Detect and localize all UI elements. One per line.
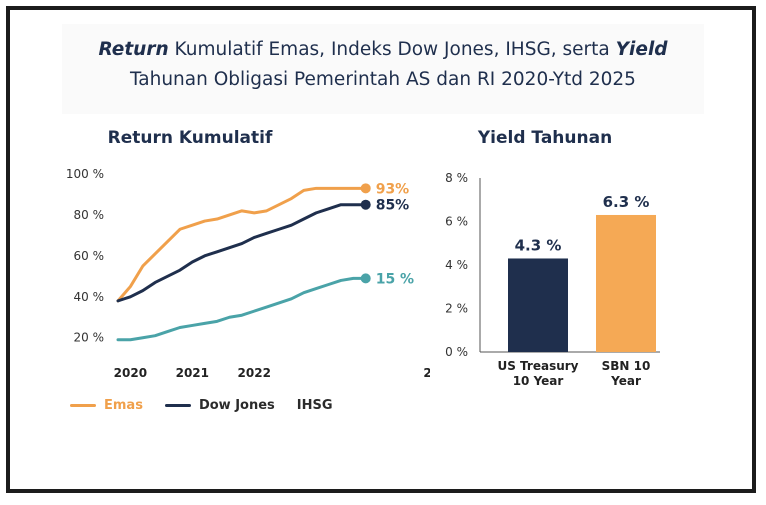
- series-line-dow-jones: [116, 203, 368, 303]
- category-label-line: SBN 10: [602, 359, 651, 373]
- right-chart-title: Yield Tahunan: [477, 128, 613, 148]
- legend: Emas Dow Jones IHSG: [70, 398, 355, 413]
- y-tick-label: 0 %: [445, 345, 468, 359]
- x-tick-label: 2022: [238, 366, 271, 380]
- series-line-emas: [116, 186, 368, 303]
- title-italic-yield: Yield: [615, 39, 668, 60]
- title-line-2: Tahunan Obligasi Pemerintah AS dan RI 20…: [130, 69, 636, 90]
- title-line-1: Return Kumulatif Emas, Indeks Dow Jones,…: [62, 35, 704, 65]
- category-label-line: 10 Year: [513, 374, 564, 388]
- bar-chart: 0 % 2 % 4 % 6 % 8 % 4.3 % US Treasury 10 Year 6.…: [445, 171, 660, 388]
- series-end-point: [360, 273, 371, 284]
- legend-label-emas: Emas: [104, 398, 143, 413]
- bar-value-label: 6.3 %: [603, 193, 650, 211]
- legend-label-ihsg: IHSG: [296, 398, 333, 413]
- series-line-ihsg: [116, 276, 368, 342]
- title-italic-return: Return: [98, 39, 169, 60]
- x-tick-label: 2020: [114, 366, 147, 380]
- y-tick-label: 8 %: [445, 171, 468, 185]
- y-tick-label: 20 %: [74, 331, 105, 345]
- category-label-line: Year: [610, 374, 641, 388]
- bar-us-treasury: [508, 258, 568, 352]
- line-chart: 20 % 40 % 60 % 80 % 100 % 2020 2021 2022 2025 93%…: [66, 167, 430, 380]
- legend-item-ihsg: IHSG: [297, 398, 333, 413]
- series-end-label: 85%: [376, 198, 410, 214]
- chart-title: Return Kumulatif Emas, Indeks Dow Jones,…: [62, 24, 704, 114]
- title-text-a: Kumulatif Emas, Indeks Dow Jones, IHSG, …: [174, 39, 610, 60]
- legend-item-dow: Dow Jones: [164, 398, 275, 413]
- category-label-line: US Treasury: [497, 359, 578, 373]
- y-tick-label: 2 %: [445, 302, 468, 316]
- y-tick-label: 4 %: [445, 258, 468, 272]
- series-end-label: 15 %: [376, 271, 414, 287]
- x-tick-label: 2021: [176, 366, 209, 380]
- series-end-point: [360, 199, 371, 210]
- legend-item-emas: Emas: [70, 398, 143, 413]
- bar-value-label: 4.3 %: [515, 236, 562, 254]
- y-tick-label: 6 %: [445, 215, 468, 229]
- y-tick-label: 100 %: [66, 167, 104, 181]
- y-tick-label: 60 %: [74, 249, 105, 263]
- y-tick-label: 40 %: [74, 290, 105, 304]
- legend-swatch-emas: [70, 404, 96, 407]
- bar-sbn: [596, 214, 656, 352]
- left-chart-title: Return Kumulatif: [107, 128, 273, 148]
- legend-label-dow: Dow Jones: [198, 398, 275, 413]
- category-label: US Treasury 10 Year: [497, 359, 578, 388]
- series-end-point: [360, 183, 371, 194]
- series-end-label: 93%: [376, 181, 410, 197]
- y-tick-label: 80 %: [74, 208, 105, 222]
- x-tick-label: 2025: [423, 366, 430, 380]
- category-label: SBN 10 Year: [602, 359, 651, 388]
- legend-swatch-dow: [164, 404, 191, 407]
